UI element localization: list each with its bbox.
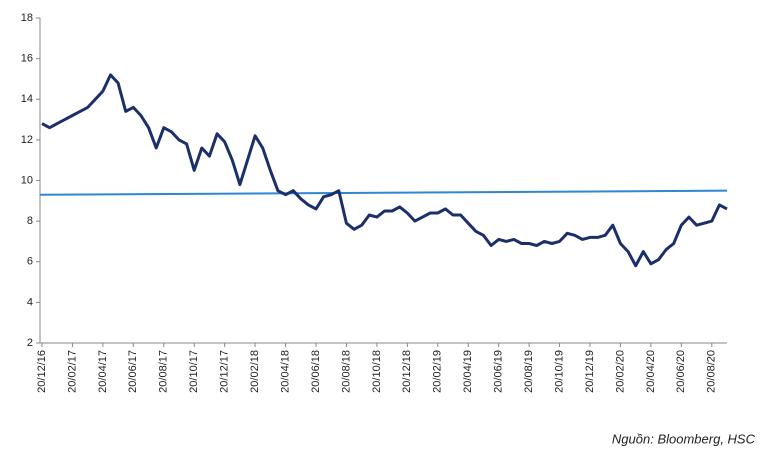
- y-tick-label: 4: [27, 296, 33, 308]
- x-tick-label: 20/10/19: [553, 350, 565, 393]
- x-tick-label: 20/06/20: [675, 350, 687, 393]
- x-tick-label: 20/02/20: [614, 350, 626, 393]
- x-tick-label: 20/08/19: [523, 350, 535, 393]
- x-tick-label: 20/02/19: [432, 350, 444, 393]
- x-tick-label: 20/02/18: [249, 350, 261, 393]
- source-note: Nguồn: Bloomberg, HSC: [612, 431, 756, 446]
- y-tick-label: 8: [27, 215, 33, 227]
- x-tick-label: 20/10/17: [188, 350, 200, 393]
- x-tick-label: 20/12/17: [219, 350, 231, 393]
- x-tick-label: 20/04/19: [462, 350, 474, 393]
- x-tick-label: 20/10/18: [371, 350, 383, 393]
- x-tick-label: 20/08/20: [706, 350, 718, 393]
- x-tick-label: 20/08/18: [340, 350, 352, 393]
- x-tick-label: 20/06/18: [310, 350, 322, 393]
- price-line: [41, 73, 728, 268]
- y-tick-label: 2: [27, 337, 33, 349]
- y-tick-label: 16: [21, 53, 33, 65]
- trend-line: [39, 189, 728, 196]
- y-tick-label: 14: [21, 93, 33, 105]
- x-tick-label: 20/02/17: [66, 350, 78, 393]
- x-tick-label: 20/12/19: [584, 350, 596, 393]
- y-tick-label: 12: [21, 134, 33, 146]
- x-tick-label: 20/04/17: [97, 350, 109, 393]
- x-tick-label: 20/04/18: [279, 350, 291, 393]
- x-tick-label: 20/04/20: [645, 350, 657, 393]
- y-tick-label: 6: [27, 256, 33, 268]
- x-tick-label: 20/06/19: [493, 350, 505, 393]
- x-tick-label: 20/12/16: [36, 350, 48, 393]
- x-tick-label: 20/12/18: [401, 350, 413, 393]
- x-tick-label: 20/08/17: [158, 350, 170, 393]
- x-tick-label: 20/06/17: [127, 350, 139, 393]
- y-tick-label: 18: [21, 12, 33, 24]
- y-tick-label: 10: [21, 174, 33, 186]
